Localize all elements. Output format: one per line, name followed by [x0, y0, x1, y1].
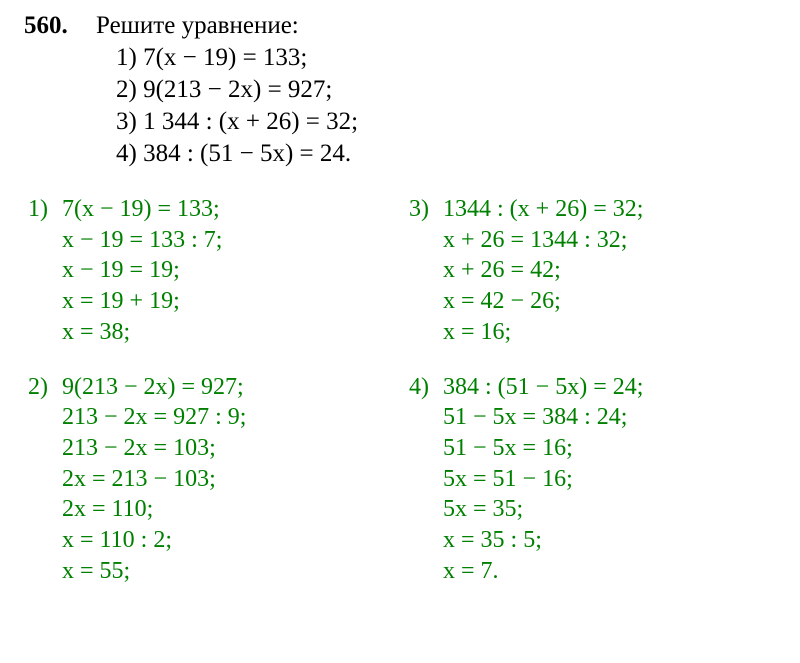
- solution-line: 7(x − 19) = 133;: [62, 194, 220, 225]
- problem-header: 560. Решите уравнение:: [24, 12, 780, 40]
- solution-line: x = 38;: [62, 317, 130, 348]
- solution-line: 5x = 35;: [443, 494, 523, 525]
- solution-line: 2x = 110;: [62, 494, 153, 525]
- problem-item: 3) 1 344 : (x + 26) = 32;: [116, 106, 780, 138]
- solution-line: 2x = 213 − 103;: [62, 464, 216, 495]
- solution-line: x + 26 = 42;: [443, 255, 561, 286]
- solution-block-4: 4)384 : (51 − 5x) = 24; 51 − 5x = 384 : …: [409, 372, 780, 587]
- solution-block-2: 2)9(213 − 2x) = 927; 213 − 2x = 927 : 9;…: [28, 372, 399, 587]
- solution-line: x = 16;: [443, 317, 511, 348]
- solution-line: x + 26 = 1344 : 32;: [443, 225, 627, 256]
- problem-title: Решите уравнение:: [96, 12, 299, 40]
- solutions-column-right: 3)1344 : (x + 26) = 32; x + 26 = 1344 : …: [399, 194, 780, 611]
- solution-line: x = 55;: [62, 556, 130, 587]
- problem-item: 1) 7(x − 19) = 133;: [116, 42, 780, 74]
- solutions-column-left: 1)7(x − 19) = 133; x − 19 = 133 : 7; x −…: [24, 194, 399, 611]
- solution-label: 1): [28, 194, 62, 225]
- solution-block-3: 3)1344 : (x + 26) = 32; x + 26 = 1344 : …: [409, 194, 780, 348]
- solution-line: x − 19 = 133 : 7;: [62, 225, 222, 256]
- solution-line: x = 35 : 5;: [443, 525, 542, 556]
- solution-line: x = 110 : 2;: [62, 525, 172, 556]
- solution-line: 213 − 2x = 103;: [62, 433, 216, 464]
- solution-line: 213 − 2x = 927 : 9;: [62, 402, 246, 433]
- solution-line: x = 42 − 26;: [443, 286, 561, 317]
- solution-line: 51 − 5x = 16;: [443, 433, 573, 464]
- problem-item: 2) 9(213 − 2x) = 927;: [116, 74, 780, 106]
- solution-line: 5x = 51 − 16;: [443, 464, 573, 495]
- problem-list: 1) 7(x − 19) = 133; 2) 9(213 − 2x) = 927…: [116, 42, 780, 170]
- solution-line: 51 − 5x = 384 : 24;: [443, 402, 627, 433]
- problem-statement: 560. Решите уравнение: 1) 7(x − 19) = 13…: [24, 12, 780, 170]
- solution-line: x = 7.: [443, 556, 499, 587]
- page: 560. Решите уравнение: 1) 7(x − 19) = 13…: [0, 0, 800, 623]
- solutions: 1)7(x − 19) = 133; x − 19 = 133 : 7; x −…: [24, 194, 780, 611]
- solution-label: 4): [409, 372, 443, 403]
- solution-label: 2): [28, 372, 62, 403]
- solution-label: 3): [409, 194, 443, 225]
- solution-line: 1344 : (x + 26) = 32;: [443, 194, 643, 225]
- problem-number: 560.: [24, 12, 96, 40]
- solution-line: 384 : (51 − 5x) = 24;: [443, 372, 643, 403]
- problem-item: 4) 384 : (51 − 5x) = 24.: [116, 138, 780, 170]
- solution-line: x = 19 + 19;: [62, 286, 180, 317]
- solution-line: 9(213 − 2x) = 927;: [62, 372, 244, 403]
- solution-block-1: 1)7(x − 19) = 133; x − 19 = 133 : 7; x −…: [28, 194, 399, 348]
- solution-line: x − 19 = 19;: [62, 255, 180, 286]
